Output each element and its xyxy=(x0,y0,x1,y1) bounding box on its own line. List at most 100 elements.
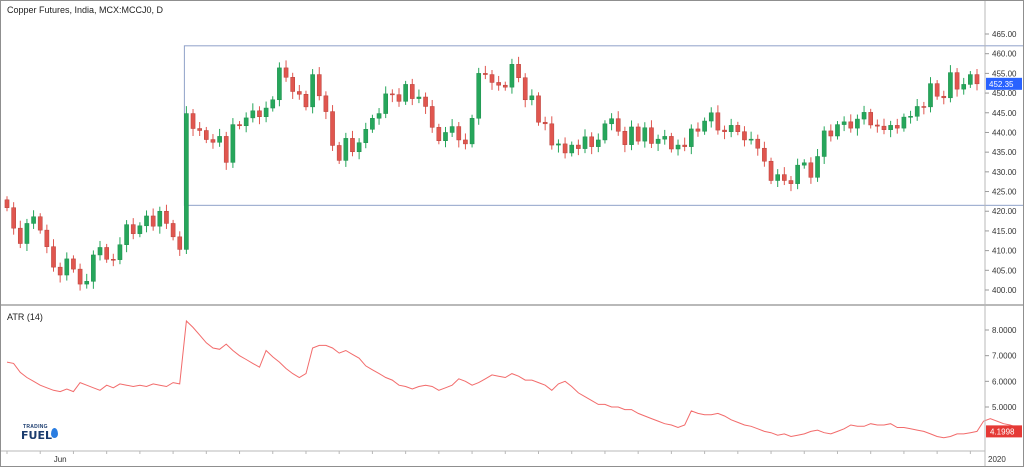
logo-line1: TRADING xyxy=(23,424,48,430)
candle-up xyxy=(728,125,734,132)
candle-down xyxy=(396,94,402,102)
candle-down xyxy=(496,82,501,86)
candle-down xyxy=(77,268,83,285)
price-tick-label: 455.00 xyxy=(992,69,1017,78)
candle-down xyxy=(715,112,721,131)
candle-up xyxy=(569,144,575,154)
time-tick-label: Jun xyxy=(54,455,67,464)
candle-down xyxy=(622,131,628,145)
candle-up xyxy=(144,215,149,227)
candle-down xyxy=(894,125,900,129)
candle-up xyxy=(449,126,455,133)
candle-up xyxy=(270,99,276,109)
candle-down xyxy=(71,258,76,270)
candle-up xyxy=(383,93,389,114)
candle-down xyxy=(190,113,196,129)
atr-tick-label: 5.0000 xyxy=(992,403,1017,412)
candle-up xyxy=(556,143,561,146)
candle-down xyxy=(177,236,183,250)
candle-up xyxy=(801,162,807,166)
candle-down xyxy=(336,145,342,161)
candle-down xyxy=(4,199,10,208)
candle-up xyxy=(230,124,236,163)
candle-up xyxy=(64,258,70,276)
candle-down xyxy=(516,64,521,78)
candle-up xyxy=(97,247,103,256)
candle-up xyxy=(443,132,448,141)
candle-down xyxy=(290,77,295,92)
candle-up xyxy=(948,72,953,99)
candle-down xyxy=(44,229,50,247)
tradingfuel-logo: TRADING FUEL xyxy=(20,424,62,446)
candle-down xyxy=(549,123,555,146)
candle-down xyxy=(562,143,568,154)
candle-down xyxy=(429,106,435,128)
candle-up xyxy=(595,139,601,147)
candle-up xyxy=(629,126,634,145)
time-tick-label: 2020 xyxy=(988,455,1006,464)
candle-up xyxy=(277,67,282,101)
price-tick-label: 420.00 xyxy=(992,207,1017,216)
candle-down xyxy=(164,210,169,224)
candle-up xyxy=(310,74,315,108)
candle-down xyxy=(350,138,355,153)
atr-series-line xyxy=(6,319,1018,439)
logo-line2: FUEL xyxy=(21,429,52,442)
price-tick-label: 465.00 xyxy=(992,30,1017,39)
atr-tick-label: 8.0000 xyxy=(992,326,1017,335)
candle-up xyxy=(31,216,36,224)
candle-up xyxy=(117,244,123,260)
candle-down xyxy=(649,127,654,144)
candle-down xyxy=(423,96,428,107)
candle-up xyxy=(821,130,827,157)
candle-down xyxy=(682,144,687,147)
candle-up xyxy=(642,127,648,142)
candle-up xyxy=(243,117,249,127)
atr-indicator-label: ATR (14) xyxy=(7,312,43,322)
candle-up xyxy=(795,164,800,184)
candle-down xyxy=(316,74,322,97)
candle-down xyxy=(11,207,16,229)
candle-up xyxy=(675,144,681,150)
price-tick-label: 445.00 xyxy=(992,109,1017,118)
candle-up xyxy=(529,95,535,101)
candle-up xyxy=(469,118,475,145)
candle-up xyxy=(509,64,515,88)
candle-down xyxy=(303,94,309,108)
candle-down xyxy=(502,84,508,88)
candle-down xyxy=(974,74,980,85)
candle-down xyxy=(223,136,229,163)
candle-down xyxy=(489,74,495,83)
candle-up xyxy=(901,116,907,129)
candle-up xyxy=(476,73,482,119)
candle-down xyxy=(104,247,109,260)
drop-icon xyxy=(51,428,58,438)
candle-up xyxy=(370,118,375,130)
candle-up xyxy=(91,254,96,282)
candle-down xyxy=(848,121,854,129)
candle-down xyxy=(542,121,548,125)
price-tick-label: 430.00 xyxy=(992,168,1017,177)
atr-last-label: 4.1998 xyxy=(990,427,1015,436)
candle-down xyxy=(669,136,674,150)
price-tick-label: 450.00 xyxy=(992,89,1017,98)
candle-up xyxy=(855,118,860,129)
candle-up xyxy=(775,174,780,181)
candle-up xyxy=(602,123,608,141)
candle-down xyxy=(808,162,814,178)
candle-down xyxy=(409,84,415,99)
candle-down xyxy=(576,144,581,149)
price-tick-label: 415.00 xyxy=(992,227,1017,236)
atr-tick-label: 6.0000 xyxy=(992,377,1017,386)
candle-down xyxy=(463,139,468,145)
candle-down xyxy=(210,139,216,143)
last-price-badge xyxy=(986,77,1022,90)
candle-down xyxy=(390,93,395,96)
candle-down xyxy=(51,246,56,268)
candle-up xyxy=(689,128,694,147)
candle-up xyxy=(84,281,90,285)
candle-down xyxy=(456,126,462,141)
candle-down xyxy=(762,147,767,162)
candle-up xyxy=(841,121,847,125)
